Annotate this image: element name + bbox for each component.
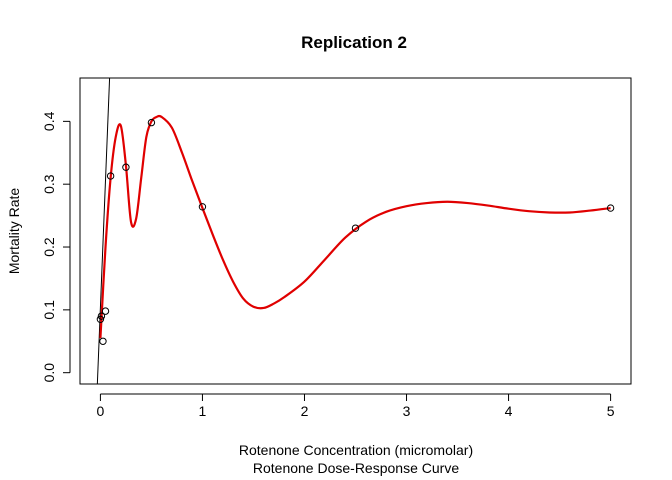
x-axis-title: Rotenone Concentration (micromolar) [239,442,473,458]
x-axis: 0 1 2 3 4 5 [97,393,615,419]
y-tick-label: 0.2 [41,237,57,257]
data-point [147,118,156,127]
data-point [101,307,110,315]
y-axis-title: Mortality Rate [6,188,22,275]
plot-frame [79,77,632,385]
y-axis: 0.0 0.1 0.2 0.3 0.4 [41,111,71,383]
y-tick-label: 0.1 [41,300,57,320]
x-tick-label: 4 [505,403,513,419]
data-point [106,172,115,180]
data-point [351,224,360,232]
y-tick-label: 0.3 [41,174,57,194]
data-point [606,204,615,212]
fitted-curve [99,114,611,339]
data-point [96,315,105,323]
y-tick-label: 0.0 [41,363,57,383]
y-tick-label: 0.4 [41,111,57,131]
x-tick-label: 1 [199,403,207,419]
data-point [122,163,130,171]
x-tick-label: 5 [607,403,615,419]
x-tick-label: 3 [403,403,411,419]
data-point [99,337,107,345]
chart-subtitle: Rotenone Dose-Response Curve [253,460,459,476]
data-point [97,312,106,320]
chart-title: Replication 2 [301,33,407,52]
reference-line [96,78,111,384]
x-tick-label: 2 [301,403,309,419]
x-tick-label: 0 [97,403,105,419]
data-point [198,203,207,211]
